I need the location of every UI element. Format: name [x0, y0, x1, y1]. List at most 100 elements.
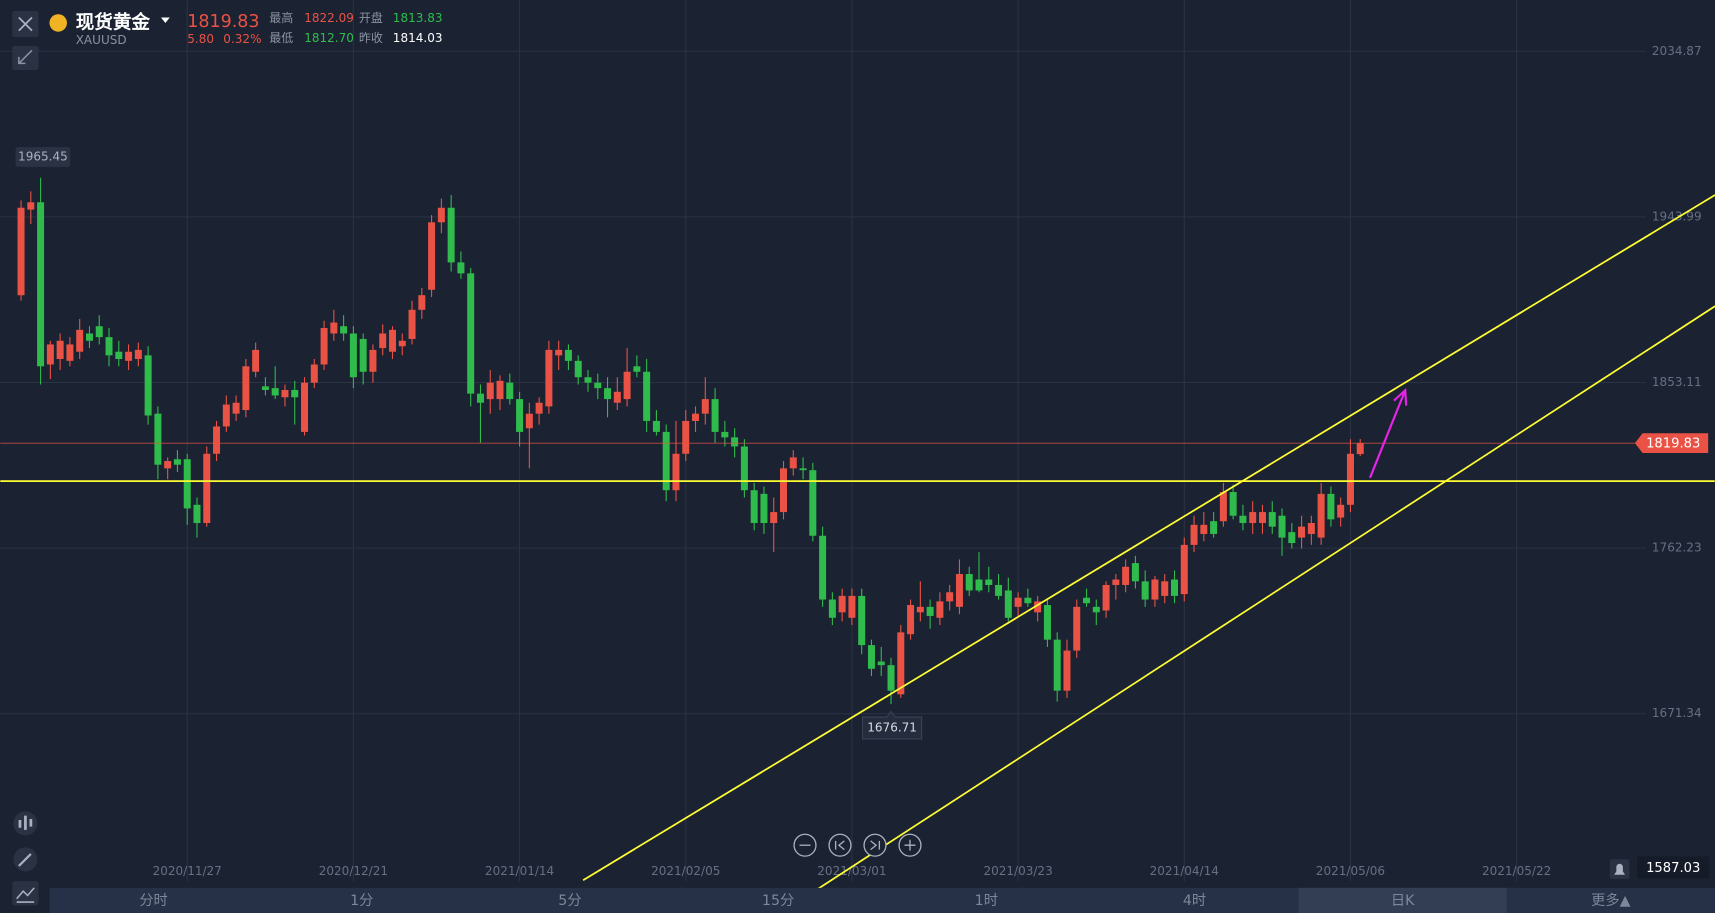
scroll-end-icon	[870, 840, 881, 851]
high-tag: 1965.45	[18, 149, 68, 163]
candle-body	[95, 326, 103, 338]
candle-body	[721, 431, 729, 438]
candle-body	[545, 349, 553, 407]
change: 5.80	[187, 32, 214, 46]
candle-body	[1229, 492, 1237, 516]
y-tick-label: 2034.87	[1652, 44, 1702, 58]
candle-body	[555, 349, 563, 356]
x-tick-label: 2021/03/01	[817, 864, 886, 878]
candle-body	[955, 574, 963, 607]
y-tick-label: 1671.34	[1652, 706, 1702, 720]
change-pct: 0.32%	[223, 32, 261, 46]
candle-body	[1141, 581, 1149, 600]
candle-body	[946, 592, 954, 602]
candle-body	[252, 349, 260, 372]
tab-label[interactable]: 15分	[762, 892, 794, 909]
candle-body	[965, 574, 973, 591]
candle-body	[887, 665, 895, 691]
last-price-tag: 1819.83	[1646, 437, 1700, 452]
cursor-price-tag-bg	[1637, 856, 1710, 879]
candle-body	[858, 595, 866, 646]
candle-body	[193, 504, 201, 524]
last-price: 1819.83	[187, 12, 259, 32]
candle-body	[457, 262, 465, 274]
stat-label: 最高	[269, 10, 293, 25]
candle-body	[398, 340, 406, 347]
stat-label: 开盘	[359, 10, 383, 25]
candle-body	[173, 459, 181, 465]
candle-body	[936, 601, 944, 618]
candle-body	[85, 333, 93, 341]
candle-body	[428, 222, 436, 290]
x-tick-label: 2021/05/06	[1316, 864, 1385, 878]
candle-body	[467, 273, 475, 394]
candle-body	[1024, 597, 1032, 604]
candle-body	[183, 459, 191, 509]
candle-body	[1200, 524, 1208, 534]
arrow-head	[1393, 388, 1408, 406]
scroll-end[interactable]	[863, 833, 887, 857]
candle-body	[1327, 493, 1335, 520]
candle-body	[975, 579, 983, 591]
candle-body	[369, 349, 377, 372]
candle-body	[613, 391, 621, 403]
tab-label[interactable]: 5分	[558, 892, 581, 909]
quote-header: 现货黄金 XAUUSD 1819.83 5.80 0.32% 最高 1822.0…	[12, 10, 443, 70]
candle-body	[1102, 584, 1110, 611]
tab-label[interactable]: 日K	[1391, 893, 1415, 909]
symbol: XAUUSD	[76, 33, 127, 47]
candle-body	[1337, 504, 1345, 518]
x-tick-label: 2021/03/23	[983, 864, 1052, 878]
candle-body	[789, 457, 797, 469]
candle-body	[1210, 521, 1218, 534]
candle-body	[1219, 492, 1227, 522]
candle-body	[144, 355, 152, 416]
instrument-name[interactable]: 现货黄金	[76, 11, 151, 33]
candle-body	[261, 386, 269, 390]
candle-body	[1034, 601, 1042, 613]
stat-value: 1814.03	[393, 31, 443, 45]
candle-body	[320, 328, 328, 365]
trend-line	[808, 305, 1715, 896]
candle-body	[1346, 453, 1354, 505]
candle-body	[115, 351, 123, 360]
stat-value: 1822.09	[304, 11, 354, 25]
tab-selected	[1298, 887, 1507, 913]
candle-body	[995, 584, 1003, 596]
candle-body	[46, 344, 54, 365]
candle-body	[506, 382, 514, 400]
dropdown-arrow[interactable]	[160, 17, 170, 23]
candle-body	[1258, 512, 1266, 524]
tab-label[interactable]: 1分	[350, 892, 373, 909]
tab-label[interactable]: 分时	[139, 892, 167, 909]
candle-body	[1112, 579, 1120, 585]
candle-body	[1171, 579, 1179, 596]
candle-body	[349, 333, 357, 378]
candle-body	[662, 431, 670, 491]
collapse-button[interactable]	[12, 45, 39, 70]
close-icon	[18, 16, 33, 32]
tab-label[interactable]: 1时	[975, 892, 998, 909]
candle-body	[1131, 563, 1139, 582]
stat-label: 昨收	[359, 31, 383, 45]
candle-body	[838, 595, 846, 613]
candle-body	[633, 366, 641, 372]
candle-body	[1004, 590, 1012, 618]
candle-body	[164, 461, 172, 469]
candle-body	[643, 371, 651, 421]
tab-label[interactable]: 更多▲	[1591, 892, 1630, 909]
candle-body	[1073, 606, 1081, 651]
stat-label: 最低	[269, 31, 293, 45]
candle-body	[242, 366, 250, 411]
candle-body	[731, 437, 739, 447]
tab-label[interactable]: 4时	[1183, 892, 1206, 909]
candle-body	[1307, 523, 1315, 534]
candle-body	[701, 399, 709, 414]
candle-body	[271, 388, 279, 396]
candle-body	[1083, 597, 1091, 604]
candle-body	[1092, 606, 1100, 613]
candle-body	[809, 470, 817, 536]
x-tick-label: 2021/02/05	[651, 864, 720, 878]
scroll-start[interactable]	[828, 833, 852, 857]
